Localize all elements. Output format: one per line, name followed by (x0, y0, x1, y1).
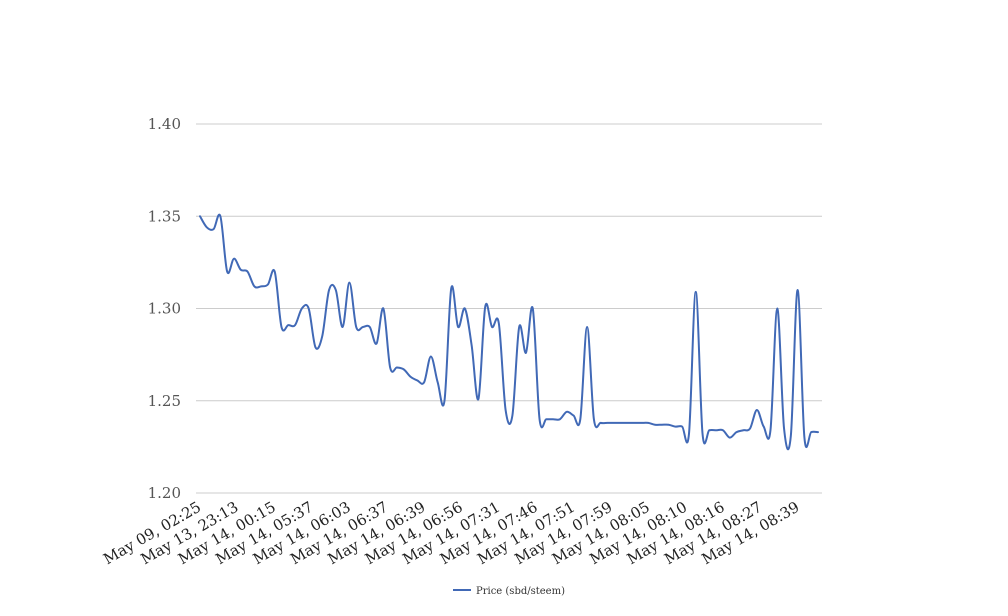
y-tick-label: 1.30 (148, 300, 181, 318)
y-tick-label: 1.40 (148, 115, 181, 133)
series-line-price (199, 213, 819, 451)
y-tick-label: 1.25 (148, 392, 181, 410)
series-lines (199, 213, 819, 451)
y-tick-label: 1.20 (148, 484, 181, 502)
y-tick-label: 1.35 (148, 207, 181, 225)
gridlines (196, 123, 822, 494)
y-axis-tick-labels: 1.40 1.35 1.30 1.25 1.20 (148, 115, 181, 502)
legend-label-price: Price (sbd/steem) (476, 586, 565, 597)
legend[interactable]: Price (sbd/steem) (453, 586, 565, 597)
